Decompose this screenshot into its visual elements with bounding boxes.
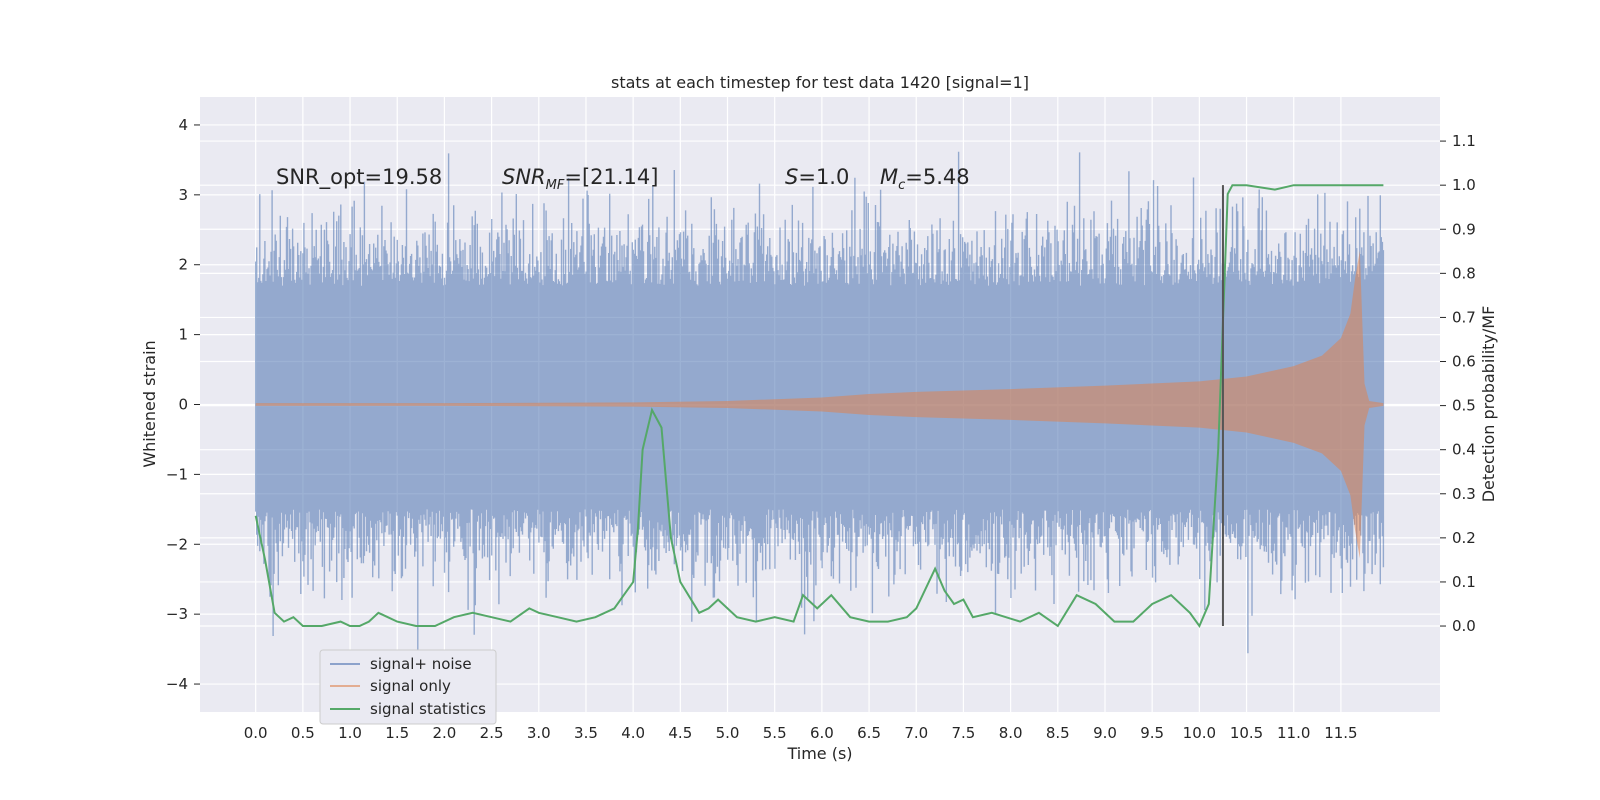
annotation-snr-mf: SNRMF=[21.14]	[502, 165, 658, 193]
x-tick-label: 9.0	[1093, 724, 1117, 742]
x-tick-label: 3.5	[574, 724, 598, 742]
legend: signal+ noise signal only signal statist…	[319, 649, 497, 725]
y-tick-label-left: 0	[178, 396, 188, 414]
x-tick-label: 2.0	[432, 724, 456, 742]
x-tick-label: 0.5	[291, 724, 315, 742]
y-tick-label-right: 0.7	[1452, 308, 1476, 326]
y-tick-label-right: 0.3	[1452, 485, 1476, 503]
signal-statistics-line	[254, 184, 1384, 629]
x-tick-label: 8.0	[999, 724, 1023, 742]
y-tick-label-right: 0.9	[1452, 220, 1476, 238]
x-tick-label: 6.5	[857, 724, 881, 742]
x-tick-label: 7.0	[904, 724, 928, 742]
y-tick-label-left: 3	[178, 186, 188, 204]
x-tick-label: 9.5	[1140, 724, 1164, 742]
legend-box	[319, 649, 497, 725]
y-tick-label-left: 1	[178, 326, 188, 344]
y-tick-label-left: −2	[166, 535, 188, 553]
y-axis-label-right: Detection probability/MF	[1479, 306, 1498, 503]
y-tick-label-left: −4	[166, 675, 188, 693]
x-tick-label: 1.5	[385, 724, 409, 742]
y-tick-label-right: 1.1	[1452, 132, 1476, 150]
x-tick-label: 3.0	[527, 724, 551, 742]
y-tick-label-left: 2	[178, 256, 188, 274]
x-tick-label: 5.5	[763, 724, 787, 742]
annotation-snr-opt: SNR_opt=19.58	[276, 165, 442, 190]
y-tick-label-left: −1	[166, 465, 188, 483]
signal-only-envelope	[255, 250, 1384, 559]
x-tick-label: 2.5	[480, 724, 504, 742]
y-tick-label-right: 0.8	[1452, 264, 1476, 282]
chart-title: stats at each timestep for test data 142…	[611, 73, 1029, 92]
x-tick-label: 5.0	[716, 724, 740, 742]
signal-statistics-series	[254, 184, 1384, 629]
y-axis-label-left: Whitened strain	[140, 340, 159, 467]
legend-label-signal-statistics: signal statistics	[370, 700, 486, 718]
annotation-mc: Mc=5.48	[880, 165, 970, 193]
y-tick-label-right: 0.0	[1452, 617, 1476, 635]
y-tick-label-right: 0.4	[1452, 441, 1476, 459]
y-tick-label-right: 0.1	[1452, 573, 1476, 591]
y-tick-label-right: 0.6	[1452, 353, 1476, 371]
x-tick-label: 11.0	[1277, 724, 1310, 742]
y-tick-label-left: 4	[178, 116, 188, 134]
y-tick-label-left: −3	[166, 605, 188, 623]
x-tick-label: 1.0	[338, 724, 362, 742]
x-tick-label: 10.5	[1230, 724, 1263, 742]
x-tick-label: 4.5	[668, 724, 692, 742]
x-tick-label: 6.0	[810, 724, 834, 742]
legend-label-signal-only: signal only	[370, 677, 451, 695]
x-tick-label: 0.0	[244, 724, 268, 742]
x-tick-label: 8.5	[1046, 724, 1070, 742]
annotation-s: S=1.0	[785, 165, 849, 189]
y-tick-label-right: 0.2	[1452, 529, 1476, 547]
signal-only-series	[255, 250, 1384, 559]
y-tick-label-right: 0.5	[1452, 397, 1476, 415]
y-tick-label-right: 1.0	[1452, 176, 1476, 194]
x-tick-label: 7.5	[952, 724, 976, 742]
axis-ticks: 0.0 0.5 1.0 1.5 2.0 2.5 3.0 3.5 4.0 4.5 5.0 5.5 6.0 6…	[166, 116, 1476, 742]
legend-label-signal-noise: signal+ noise	[370, 655, 472, 673]
x-tick-label: 4.0	[621, 724, 645, 742]
x-axis-label: Time (s)	[786, 744, 852, 763]
x-tick-label: 10.0	[1183, 724, 1216, 742]
x-tick-label: 11.5	[1324, 724, 1357, 742]
